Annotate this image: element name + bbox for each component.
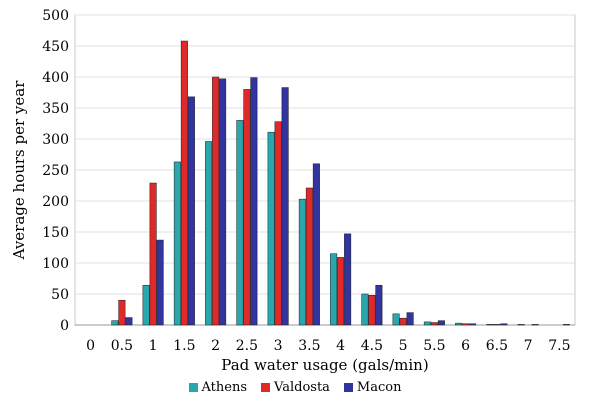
y-tick-label: 350 <box>42 101 69 117</box>
x-axis-title: Pad water usage (gals/min) <box>221 356 428 374</box>
y-tick-label: 150 <box>42 225 69 241</box>
bar-valdosta <box>118 299 126 326</box>
bar-macon <box>156 239 164 326</box>
x-tick-label: 5 <box>399 338 408 354</box>
y-tick-label: 50 <box>51 287 69 303</box>
bar-macon <box>125 317 133 326</box>
x-tick-label: 6.5 <box>486 338 508 354</box>
y-tick-label: 200 <box>42 194 69 210</box>
bar-athens <box>236 120 244 326</box>
x-tick-label: 6 <box>461 338 470 354</box>
legend-swatch-athens <box>188 383 198 392</box>
bar-macon <box>375 285 383 326</box>
x-tick-label: 1.5 <box>173 338 195 354</box>
legend-item-macon: Macon <box>343 380 402 395</box>
bar-macon <box>500 323 508 326</box>
bar-athens <box>111 320 119 326</box>
bar-macon <box>531 324 539 326</box>
bar-athens <box>330 253 338 326</box>
y-tick-label: 100 <box>42 256 69 272</box>
x-tick-label: 3.5 <box>298 338 320 354</box>
y-tick-label: 450 <box>42 39 69 55</box>
bar-athens <box>361 293 369 326</box>
y-tick-label: 300 <box>42 132 69 148</box>
bar-valdosta <box>274 121 282 326</box>
bar-macon <box>344 233 352 326</box>
x-tick-label: 7.5 <box>548 338 570 354</box>
bar-macon <box>281 87 289 326</box>
bar-athens <box>267 131 275 326</box>
bar-macon <box>250 77 258 326</box>
legend-label-macon: Macon <box>356 380 402 395</box>
legend-item-athens: Athens <box>188 380 248 395</box>
bar-valdosta <box>430 322 438 326</box>
legend: Athens Valdosta Macon <box>0 380 590 395</box>
x-tick-label: 1 <box>149 338 158 354</box>
y-tick-label: 250 <box>42 163 69 179</box>
bar-valdosta <box>149 182 157 326</box>
bar-athens <box>455 322 463 326</box>
bar-athens <box>173 161 181 326</box>
bar-athens <box>423 321 431 326</box>
y-axis-title: Average hours per year <box>10 80 28 261</box>
bar-athens <box>205 141 213 326</box>
x-tick-label: 3 <box>274 338 283 354</box>
bar-macon <box>562 324 570 326</box>
bar-valdosta <box>180 40 188 326</box>
bar-athens <box>517 324 525 326</box>
x-tick-label: 2 <box>211 338 220 354</box>
legend-label-athens: Athens <box>201 380 248 395</box>
bar-valdosta <box>212 76 220 326</box>
bar-macon <box>187 96 195 326</box>
bar-valdosta <box>493 324 501 326</box>
bar-valdosta <box>399 317 407 326</box>
bar-athens <box>298 198 306 326</box>
x-tick-label: 0.5 <box>111 338 133 354</box>
y-tick-label: 400 <box>42 70 69 86</box>
bar-macon <box>312 163 320 326</box>
bar-macon <box>406 312 414 326</box>
bar-macon <box>437 320 445 326</box>
bar-macon <box>469 323 477 326</box>
y-tick-label: 500 <box>42 8 69 24</box>
bar-macon <box>219 78 227 326</box>
bar-athens <box>486 324 494 326</box>
chart-svg: 0 50 100 150 200 250 300 350 400 450 500 0 0.5 1 1.5 2 2… <box>10 8 576 374</box>
bar-valdosta <box>243 89 251 326</box>
x-tick-label: 0 <box>86 338 95 354</box>
bar-valdosta <box>368 294 376 326</box>
bar-athens <box>142 285 150 326</box>
x-tick-label: 2.5 <box>236 338 258 354</box>
bar-valdosta <box>305 187 313 326</box>
legend-swatch-macon <box>343 383 353 392</box>
bar-valdosta <box>337 257 345 326</box>
legend-item-valdosta: Valdosta <box>261 380 330 395</box>
bar-athens <box>392 313 400 326</box>
bar-valdosta <box>462 323 470 326</box>
y-tick-label: 0 <box>60 318 69 334</box>
legend-label-valdosta: Valdosta <box>274 380 330 395</box>
x-tick-label: 4 <box>336 338 345 354</box>
x-tick-label: 7 <box>524 338 533 354</box>
x-tick-label: 4.5 <box>361 338 383 354</box>
legend-swatch-valdosta <box>261 383 271 392</box>
x-tick-label: 5.5 <box>423 338 445 354</box>
